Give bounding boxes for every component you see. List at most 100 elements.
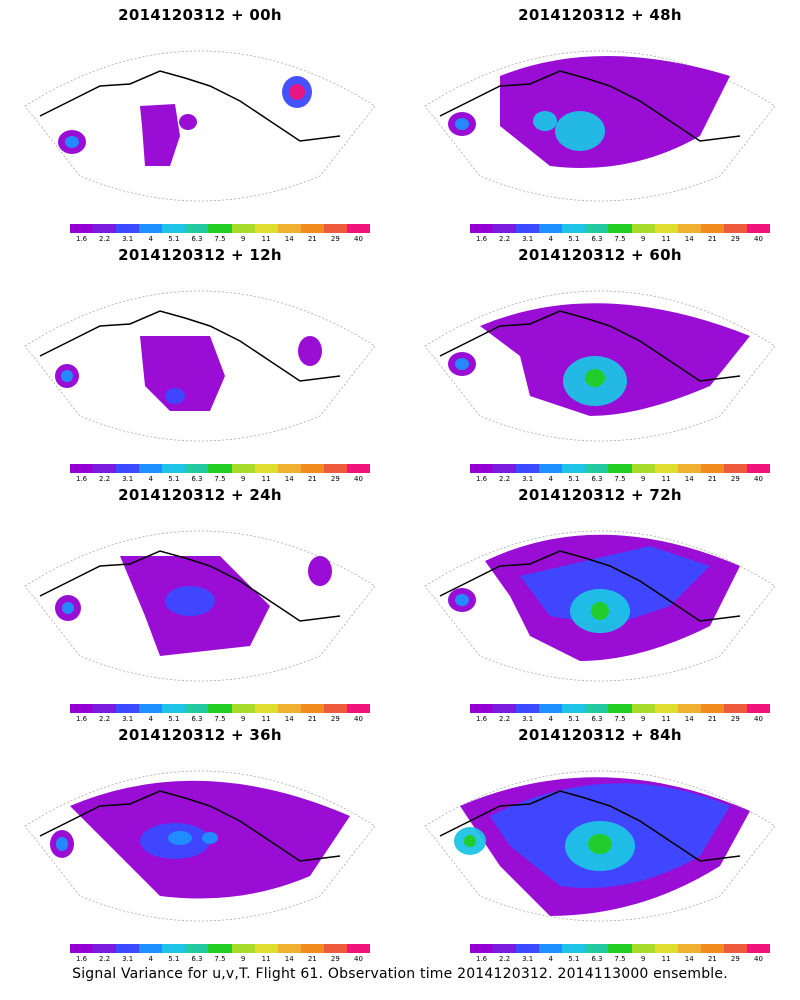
colorbar-label: 6.3 bbox=[191, 955, 203, 963]
colorbar-label: 5.1 bbox=[568, 955, 580, 963]
colorbar-swatches bbox=[70, 704, 371, 713]
colorbar: 1.6 2.2 3.1 4 5.1 6.3 7.5 9 11 14 21 29 40 bbox=[470, 704, 771, 725]
colorbar-label: 4 bbox=[148, 235, 153, 243]
colorbar-label: 29 bbox=[330, 955, 340, 963]
variance-field bbox=[448, 303, 750, 416]
variance-field bbox=[58, 76, 312, 166]
colorbar-swatch bbox=[185, 464, 209, 473]
colorbar-swatch bbox=[300, 944, 324, 953]
colorbar-label: 9 bbox=[240, 955, 246, 963]
coastline bbox=[39, 790, 341, 862]
colorbar-swatch bbox=[93, 224, 117, 233]
colorbar-label: 4 bbox=[148, 955, 153, 963]
coastline bbox=[439, 790, 741, 862]
variance-field bbox=[55, 336, 322, 411]
colorbar-label: 2.2 bbox=[499, 955, 511, 963]
colorbar: 1.6 2.2 3.1 4 5.1 6.3 7.5 9 11 14 21 29 40 bbox=[70, 944, 371, 965]
colorbar-swatch bbox=[70, 944, 94, 953]
panel-title: 2014120312 + 36h bbox=[118, 726, 282, 744]
colorbar-swatch bbox=[254, 464, 278, 473]
colorbar-swatch bbox=[700, 704, 724, 713]
colorbar-swatch bbox=[70, 224, 94, 233]
colorbar-swatch bbox=[139, 944, 163, 953]
map-outline bbox=[424, 50, 776, 202]
panel-36h: 2014120312 + 36h 1.6 2.2 3.1 4 5.1 6.3 7.5 9 11 1… bbox=[10, 726, 390, 963]
colorbar-swatch bbox=[277, 464, 301, 473]
colorbar-label: 3.1 bbox=[522, 235, 534, 243]
colorbar-label: 40 bbox=[353, 235, 363, 243]
panel-48h: 2014120312 + 48h 1.6 2.2 3.1 4 5.1 6.3 7.5 9 11 1… bbox=[410, 6, 790, 243]
colorbar-label: 4 bbox=[148, 715, 153, 723]
colorbar-swatch bbox=[162, 944, 186, 953]
colorbar-swatch bbox=[677, 944, 701, 953]
colorbar-swatch bbox=[654, 704, 678, 713]
colorbar-swatch bbox=[277, 704, 301, 713]
colorbar-labels: 1.6 2.2 3.1 4 5.1 6.3 7.5 9 11 14 21 29 40 bbox=[70, 475, 370, 485]
colorbar-swatch bbox=[677, 464, 701, 473]
colorbar-label: 2.2 bbox=[99, 475, 111, 483]
colorbar-swatch bbox=[654, 224, 678, 233]
colorbar-swatch bbox=[231, 704, 255, 713]
colorbar-swatch bbox=[300, 704, 324, 713]
colorbar-label: 29 bbox=[330, 235, 340, 243]
colorbar-swatch bbox=[562, 704, 586, 713]
colorbar-swatch bbox=[139, 224, 163, 233]
colorbar-label: 3.1 bbox=[122, 235, 134, 243]
colorbar-label: 5.1 bbox=[568, 235, 580, 243]
colorbar-labels: 1.6 2.2 3.1 4 5.1 6.3 7.5 9 11 14 21 29 40 bbox=[470, 955, 770, 965]
colorbar-swatches bbox=[470, 704, 771, 713]
variance-field bbox=[448, 534, 740, 661]
colorbar-swatch bbox=[539, 704, 563, 713]
colorbar-label: 14 bbox=[284, 955, 294, 963]
colorbar-label: 1.6 bbox=[475, 955, 488, 963]
colorbar-label: 40 bbox=[753, 715, 763, 723]
map-12h bbox=[24, 290, 376, 442]
map-outline bbox=[24, 50, 376, 202]
map-outline bbox=[424, 290, 776, 442]
colorbar-swatch bbox=[185, 224, 209, 233]
colorbar-label: 4 bbox=[548, 475, 553, 483]
colorbar-label: 6.3 bbox=[591, 955, 603, 963]
colorbar-swatch bbox=[631, 944, 655, 953]
coastline bbox=[439, 550, 741, 622]
colorbar-label: 9 bbox=[640, 955, 646, 963]
colorbar-swatch bbox=[562, 464, 586, 473]
colorbar-label: 29 bbox=[730, 475, 740, 483]
map-outline bbox=[24, 530, 376, 682]
colorbar-swatch bbox=[585, 464, 609, 473]
coastline bbox=[39, 310, 341, 382]
colorbar-label: 1.6 bbox=[475, 235, 488, 243]
colorbar-swatch bbox=[723, 464, 747, 473]
colorbar-swatch bbox=[93, 704, 117, 713]
colorbar-label: 14 bbox=[684, 715, 694, 723]
variance-field bbox=[55, 556, 332, 656]
colorbar-label: 6.3 bbox=[191, 235, 203, 243]
colorbar-swatch bbox=[300, 224, 324, 233]
map-84h bbox=[424, 770, 776, 922]
colorbar-swatch bbox=[516, 944, 540, 953]
map-outline bbox=[424, 530, 776, 682]
colorbar-label: 11 bbox=[261, 715, 271, 723]
colorbar-label: 1.6 bbox=[75, 955, 88, 963]
colorbar-label: 4 bbox=[548, 955, 553, 963]
colorbar-label: 11 bbox=[261, 475, 271, 483]
colorbar-label: 29 bbox=[730, 715, 740, 723]
colorbar-label: 2.2 bbox=[499, 715, 511, 723]
colorbar-swatch bbox=[277, 944, 301, 953]
colorbar-swatch bbox=[116, 944, 140, 953]
colorbar-swatch bbox=[93, 464, 117, 473]
colorbar-swatch bbox=[608, 224, 632, 233]
colorbar-swatch bbox=[185, 944, 209, 953]
panel-60h: 2014120312 + 60h 1.6 2.2 3.1 4 5.1 6.3 7.5 9 11 1… bbox=[410, 246, 790, 483]
colorbar-swatch bbox=[493, 464, 517, 473]
panel-24h: 2014120312 + 24h 1.6 2.2 3.1 4 5.1 6.3 7.5 9 11 1… bbox=[10, 486, 390, 723]
colorbar-label: 29 bbox=[730, 235, 740, 243]
colorbar-label: 11 bbox=[661, 475, 671, 483]
colorbar-swatch bbox=[346, 464, 371, 473]
colorbar-label: 5.1 bbox=[568, 715, 580, 723]
colorbar: 1.6 2.2 3.1 4 5.1 6.3 7.5 9 11 14 21 29 40 bbox=[70, 704, 371, 725]
colorbar-label: 14 bbox=[684, 955, 694, 963]
panel-84h: 2014120312 + 84h 1.6 2.2 3.1 4 5.1 6.3 7.5 9 11 1… bbox=[410, 726, 790, 963]
colorbar-label: 1.6 bbox=[75, 715, 88, 723]
colorbar-swatch bbox=[162, 464, 186, 473]
